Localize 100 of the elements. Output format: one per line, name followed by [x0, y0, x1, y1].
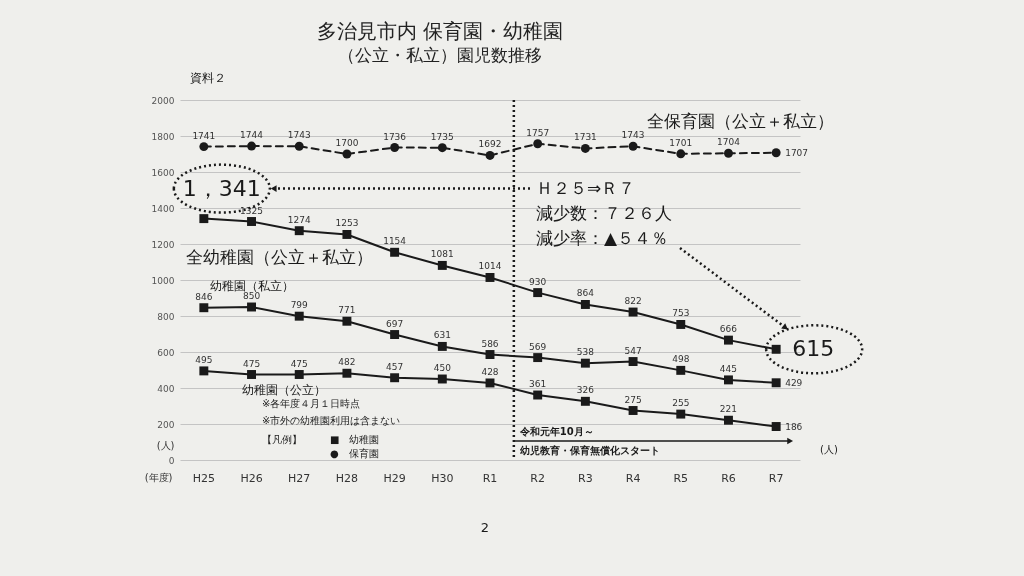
data-label: 799: [290, 300, 309, 311]
annotation: ● 保育園: [330, 448, 379, 459]
point: [771, 344, 781, 354]
data-label: 475: [242, 358, 261, 369]
data-label: 1081: [430, 249, 454, 260]
annotation: 615: [792, 336, 835, 362]
data-label: 495: [195, 354, 213, 365]
x-tick-label: R3: [578, 471, 593, 485]
point: [533, 288, 543, 298]
series-label: 幼稚園（公立）: [242, 383, 326, 397]
point: [199, 366, 209, 376]
y-tick-label: 600: [157, 347, 175, 358]
point: [580, 396, 590, 406]
x-tick-label: H29: [383, 471, 406, 485]
point: [676, 365, 686, 375]
data-label: 1701: [669, 137, 693, 148]
point: [390, 373, 400, 383]
x-tick-label: H25: [192, 471, 215, 485]
data-label: 1154: [383, 236, 407, 247]
data-label: 1325: [240, 205, 263, 216]
y-tick-label: 1600: [151, 167, 175, 178]
x-tick-label: H27: [288, 471, 311, 485]
point: [294, 141, 304, 151]
data-label: 482: [338, 357, 356, 368]
point: [390, 330, 400, 340]
data-label: 547: [624, 345, 642, 356]
y-tick-label: 1400: [151, 203, 175, 214]
point: [723, 415, 733, 425]
data-label: 429: [785, 377, 803, 388]
point: [485, 350, 495, 359]
data-label: 1731: [573, 132, 597, 143]
point: [580, 300, 590, 309]
x-tick-label: R7: [768, 471, 784, 485]
data-label: 1014: [478, 261, 502, 272]
text: 2: [480, 520, 490, 535]
annotation: 減少率：▲５４％: [536, 228, 669, 248]
data-label: 850: [242, 291, 261, 301]
y-tick-label: 800: [157, 311, 175, 322]
x-tick-label: H30: [431, 471, 454, 485]
point: [723, 335, 733, 345]
y-tick-label: 1800: [151, 131, 175, 142]
point: [485, 150, 495, 160]
point: [247, 370, 257, 379]
data-label: 864: [576, 288, 595, 299]
point: [533, 139, 543, 149]
data-label: 275: [624, 394, 642, 405]
point: [437, 374, 447, 384]
point: [676, 409, 686, 419]
data-label: 498: [672, 354, 690, 365]
data-label: 1707: [785, 147, 809, 158]
data-label: 450: [433, 363, 452, 373]
text: (人): [820, 444, 838, 455]
data-label: 475: [290, 358, 308, 369]
data-label: 457: [386, 361, 404, 372]
point: [628, 141, 638, 151]
data-label: 1736: [383, 131, 407, 142]
x-tick-label: R6: [721, 471, 736, 485]
point: [580, 143, 590, 153]
point: [294, 370, 304, 379]
series-label: 全保育園（公立＋私立）: [646, 111, 834, 131]
point: [533, 390, 543, 400]
text: 資料２: [190, 71, 226, 85]
data-label: 445: [719, 363, 738, 374]
point: [199, 214, 209, 224]
point: [771, 378, 781, 388]
data-label: 1741: [192, 130, 216, 141]
x-tick-label: H28: [335, 471, 359, 485]
data-label: 361: [529, 379, 547, 390]
point: [628, 357, 638, 367]
point: [342, 316, 352, 326]
data-label: 1735: [430, 131, 454, 142]
point: [485, 378, 495, 388]
data-label: 1704: [717, 137, 741, 148]
y-tick-label: 200: [157, 419, 175, 430]
data-label: 771: [338, 305, 356, 316]
data-label: 221: [719, 404, 738, 415]
point: [247, 141, 257, 151]
data-label: 1274: [287, 214, 311, 225]
x-tick-label: R5: [673, 471, 689, 485]
data-label: 538: [576, 347, 595, 358]
point: [199, 142, 209, 152]
point: [771, 422, 781, 431]
annotation: ※各年度４月１日時点: [262, 398, 361, 409]
point: [771, 148, 781, 158]
x-tick-label: R4: [625, 471, 641, 485]
data-label: 186: [785, 421, 803, 432]
y-tick-label: 0: [168, 455, 175, 466]
x-tick-label: H26: [240, 471, 263, 485]
annotation: 幼児教育・保育無償化スタート: [518, 445, 660, 456]
point: [247, 302, 257, 312]
data-label: 1744: [240, 130, 264, 141]
point: [437, 341, 447, 351]
y-tick-label: 2000: [151, 95, 175, 106]
data-label: 930: [529, 276, 547, 287]
point: [199, 303, 209, 313]
data-label: 666: [719, 324, 738, 335]
point: [437, 143, 447, 153]
x-axis-title: (年度): [144, 471, 173, 483]
data-label: 753: [672, 308, 690, 319]
ref-line-label: 令和元年10月～: [518, 426, 594, 437]
